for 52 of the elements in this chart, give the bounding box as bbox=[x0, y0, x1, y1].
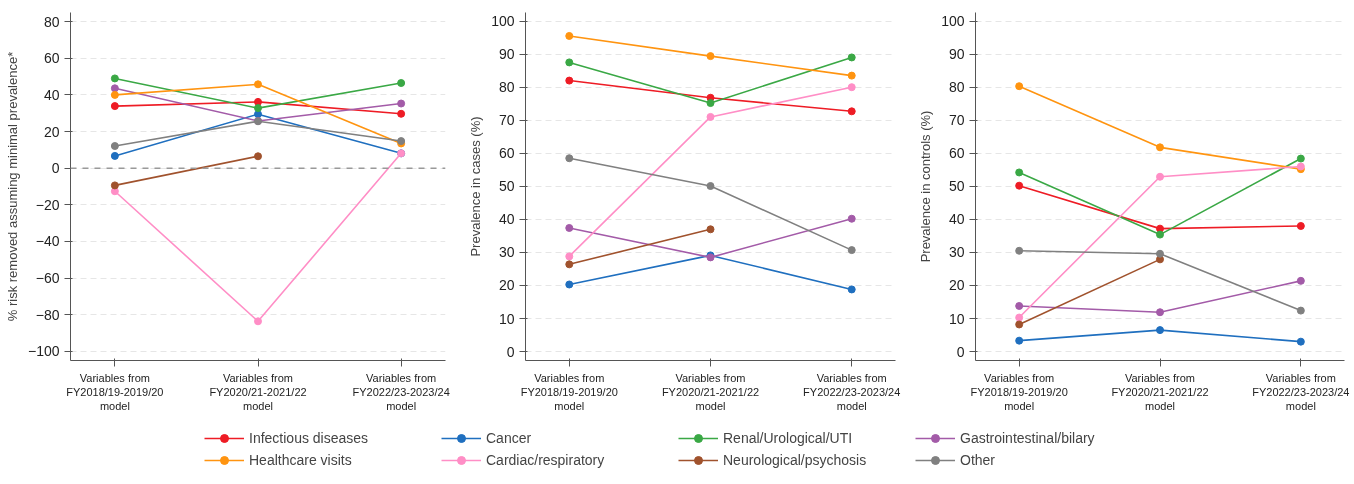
y-tick-label: 60 bbox=[948, 145, 965, 162]
y-tick-label: −80 bbox=[35, 306, 60, 323]
legend-label: Renal/Urological/UTI bbox=[723, 430, 854, 446]
y-tick-label: 40 bbox=[498, 211, 515, 228]
y-tick-label: 100 bbox=[491, 13, 515, 30]
legend-label: Other bbox=[960, 452, 996, 468]
x-tick-label: Variables from FY2020/21-2021/22 model bbox=[209, 371, 307, 413]
x-tick-label: Variables from FY2022/23-2023/24 model bbox=[803, 371, 901, 413]
y-tick-label: 60 bbox=[43, 50, 60, 67]
y-axis-title: Prevalence in controls (%) bbox=[918, 110, 934, 263]
y-tick-label: 40 bbox=[43, 86, 60, 103]
y-tick-label: 100 bbox=[941, 13, 965, 30]
y-axis-title: Prevalence in cases (%) bbox=[468, 116, 484, 257]
x-tick-label: Variables from FY2022/23-2023/24 model bbox=[352, 371, 450, 413]
y-tick-label: 30 bbox=[498, 244, 515, 261]
y-tick-label: 40 bbox=[948, 211, 965, 228]
x-tick-label: Variables from FY2022/23-2023/24 model bbox=[1252, 371, 1350, 413]
y-tick-label: 90 bbox=[498, 46, 515, 63]
x-tick-label: Variables from FY2018/19-2019/20 model bbox=[520, 371, 618, 413]
y-tick-label: 20 bbox=[948, 277, 965, 294]
y-tick-label: 50 bbox=[948, 178, 965, 195]
y-tick-label: 20 bbox=[498, 277, 515, 294]
y-tick-label: 0 bbox=[956, 343, 965, 360]
legend-label: Healthcare visits bbox=[249, 452, 353, 468]
y-tick-label: 0 bbox=[51, 160, 60, 177]
y-tick-label: 20 bbox=[43, 123, 60, 140]
y-tick-label: −20 bbox=[35, 196, 60, 213]
x-tick-label: Variables from FY2020/21-2021/22 model bbox=[661, 371, 760, 413]
y-tick-label: −40 bbox=[35, 233, 60, 250]
y-tick-label: 80 bbox=[43, 13, 60, 30]
legend-label: Cancer bbox=[486, 430, 533, 446]
y-tick-label: 0 bbox=[506, 343, 515, 360]
y-tick-label: 10 bbox=[948, 310, 965, 327]
y-tick-label: −60 bbox=[35, 270, 60, 287]
y-tick-label: 30 bbox=[948, 244, 965, 261]
y-tick-label: 70 bbox=[948, 112, 965, 129]
legend-label: Cardiac/respiratory bbox=[486, 452, 606, 468]
legend-label: Infectious diseases bbox=[249, 430, 370, 446]
legend-label: Neurological/psychosis bbox=[723, 452, 868, 468]
y-tick-label: 60 bbox=[498, 145, 515, 162]
x-tick-label: Variables from FY2018/19-2019/20 model bbox=[66, 371, 164, 413]
y-tick-label: 50 bbox=[498, 178, 515, 195]
x-tick-label: Variables from FY2020/21-2021/22 model bbox=[1111, 371, 1209, 413]
y-tick-label: 90 bbox=[948, 46, 965, 63]
y-tick-label: 80 bbox=[498, 79, 515, 96]
y-tick-label: 10 bbox=[498, 310, 515, 327]
y-axis-title: % risk removed assuming minimal prevalence* bbox=[4, 51, 20, 322]
y-tick-label: 80 bbox=[948, 79, 965, 96]
legend-label: Gastrointestinal/bilary bbox=[960, 430, 1096, 446]
y-tick-label: −100 bbox=[27, 343, 60, 360]
y-tick-label: 70 bbox=[498, 112, 515, 129]
x-tick-label: Variables from FY2018/19-2019/20 model bbox=[970, 371, 1068, 413]
